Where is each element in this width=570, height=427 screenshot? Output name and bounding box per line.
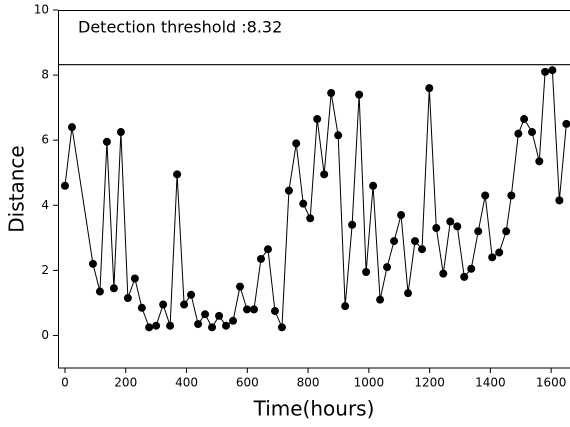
x-tick-label: 600 [236, 376, 259, 390]
data-point [474, 227, 483, 236]
data-point [208, 323, 217, 332]
data-point [362, 267, 371, 276]
data-point [123, 294, 132, 303]
data-point [306, 214, 315, 223]
data-point [166, 321, 175, 330]
data-point [383, 263, 392, 272]
data-point [137, 303, 146, 312]
data-point [528, 128, 537, 137]
data-point [229, 316, 238, 325]
x-tick-label: 400 [175, 376, 198, 390]
data-point [249, 305, 258, 314]
x-tick-label: 0 [61, 376, 69, 390]
y-tick-label: 8 [41, 68, 49, 82]
data-point [348, 220, 357, 229]
data-point [222, 321, 231, 330]
data-point [460, 272, 469, 281]
data-point [277, 323, 286, 332]
data-point [95, 287, 104, 296]
y-tick-label: 6 [41, 133, 49, 147]
x-tick-label: 800 [297, 376, 320, 390]
data-point [327, 88, 336, 97]
data-point [145, 323, 154, 332]
data-point [548, 66, 557, 75]
x-tick-label: 1400 [475, 376, 506, 390]
data-point [159, 300, 168, 309]
data-point [152, 321, 161, 330]
y-tick-label: 4 [41, 198, 49, 212]
data-point [256, 254, 265, 263]
data-point [187, 290, 196, 299]
data-point [502, 227, 511, 236]
data-point [173, 170, 182, 179]
data-point [88, 259, 97, 268]
data-point [446, 217, 455, 226]
data-point [562, 119, 570, 128]
data-point [242, 305, 251, 314]
data-point [180, 300, 189, 309]
data-point [284, 186, 293, 195]
data-point [432, 224, 441, 233]
data-point [404, 289, 413, 298]
y-axis-title: Distance [5, 145, 29, 232]
data-point [194, 320, 203, 329]
data-point [520, 115, 529, 124]
plot-frame [58, 10, 570, 369]
data-point [236, 282, 245, 291]
data-point [334, 131, 343, 140]
data-point [201, 310, 210, 319]
data-point [535, 157, 544, 166]
data-point [555, 196, 564, 205]
y-tick-label: 10 [34, 3, 49, 17]
data-point [109, 284, 118, 293]
data-point [411, 237, 420, 246]
data-point [215, 311, 224, 320]
data-point [467, 264, 476, 273]
data-point [299, 199, 308, 208]
x-axis-title: Time(hours) [253, 397, 375, 421]
y-tick-label: 2 [41, 263, 49, 277]
plot-area [60, 66, 570, 332]
data-point [418, 245, 427, 254]
data-point [341, 302, 350, 311]
x-tick-label: 1000 [354, 376, 385, 390]
data-point [102, 137, 111, 146]
data-point [116, 128, 125, 137]
x-tick-label: 200 [114, 376, 137, 390]
annotation: Detection threshold :8.32 [78, 18, 282, 37]
x-tick-label: 1600 [536, 376, 567, 390]
data-point [495, 248, 504, 257]
data-point [320, 170, 329, 179]
data-point [130, 274, 139, 283]
data-point [390, 237, 399, 246]
data-point [439, 269, 448, 278]
data-point [355, 90, 364, 99]
data-point [67, 123, 76, 132]
data-point [263, 245, 272, 254]
data-point [270, 307, 279, 316]
data-point [292, 139, 301, 148]
data-point [453, 222, 462, 231]
data-point [425, 84, 434, 93]
x-tick-label: 1200 [414, 376, 445, 390]
data-line [64, 69, 567, 329]
data-point [376, 295, 385, 304]
data-point [313, 115, 322, 124]
data-point [60, 181, 69, 190]
data-point [507, 191, 516, 200]
data-point [481, 191, 490, 200]
data-point [541, 67, 550, 76]
data-point [369, 181, 378, 190]
data-point [514, 129, 523, 138]
data-point [397, 211, 406, 220]
data-point [488, 253, 497, 262]
y-tick-label: 0 [41, 328, 49, 342]
